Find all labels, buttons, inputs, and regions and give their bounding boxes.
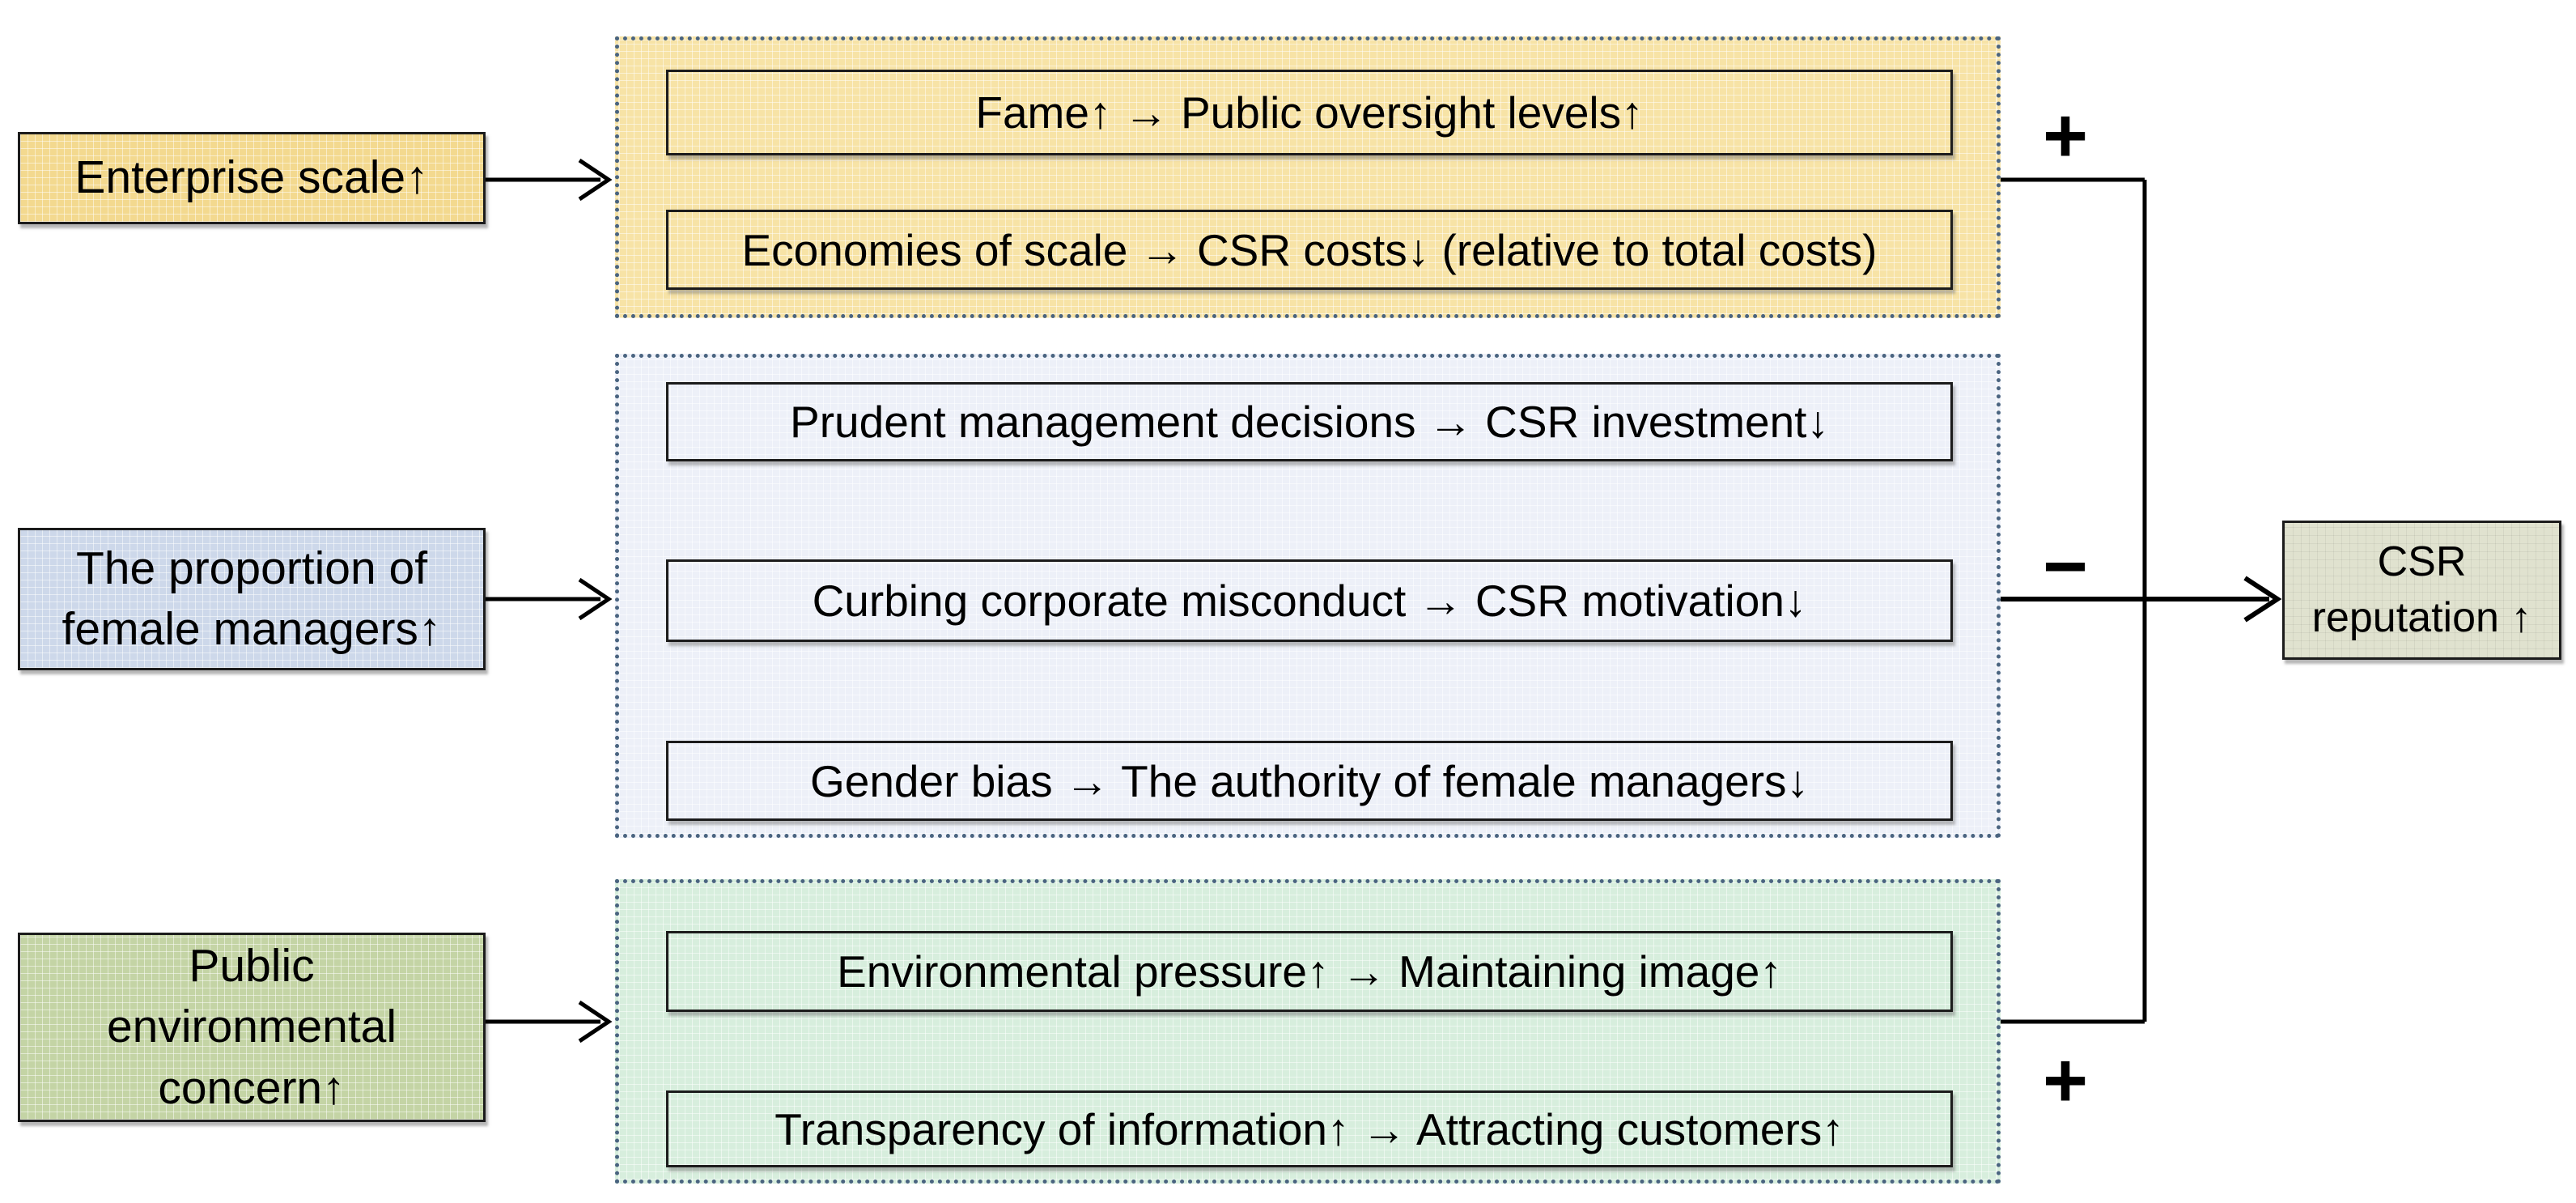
mechanism-fame-oversight: Fame↑ → Public oversight levels↑: [666, 70, 1953, 155]
enterprise-scale-label: Enterprise scale↑: [74, 151, 429, 204]
female-manager-mechanisms-group: Prudent management decisions → CSR inves…: [615, 354, 2001, 838]
plus-sign-enterprise: +: [2042, 92, 2089, 179]
public-environmental-concern-box: Public environmental concern↑: [18, 933, 486, 1122]
public-environmental-concern-label: Public environmental concern↑: [106, 940, 397, 1114]
arrowhead-icon: [578, 577, 613, 621]
mechanism-gender-bias: Gender bias → The authority of female ma…: [666, 741, 1953, 821]
enterprise-scale-box: Enterprise scale↑: [18, 132, 486, 224]
mechanism-fame-oversight-label: Fame↑ → Public oversight levels↑: [975, 87, 1644, 138]
mechanism-transparency-customers: Transparency of information↑ → Attractin…: [666, 1090, 1953, 1167]
arrowhead-icon: [2243, 576, 2282, 623]
mechanism-curbing-motivation: Curbing corporate misconduct → CSR motiv…: [666, 559, 1953, 642]
enterprise-mechanisms-group: Fame↑ → Public oversight levels↑ Economi…: [615, 36, 2001, 318]
arrowhead-icon: [578, 158, 613, 202]
mechanism-prudent-investment: Prudent management decisions → CSR inves…: [666, 382, 1953, 461]
mechanism-environmental-pressure: Environmental pressure↑ → Maintaining im…: [666, 931, 1953, 1012]
csr-reputation-box: CSR reputation ↑: [2282, 521, 2561, 660]
mechanism-transparency-customers-label: Transparency of information↑ → Attractin…: [774, 1103, 1844, 1154]
minus-sign-female: −: [2042, 523, 2089, 610]
mechanism-gender-bias-label: Gender bias → The authority of female ma…: [809, 755, 1810, 806]
mechanism-economies-costs: Economies of scale → CSR costs↓ (relativ…: [666, 210, 1953, 290]
csr-reputation-label: CSR reputation ↑: [2311, 538, 2532, 641]
female-managers-label: The proportion of female managers↑: [62, 542, 442, 655]
mechanism-economies-costs-label: Economies of scale → CSR costs↓ (relativ…: [741, 224, 1878, 275]
female-managers-box: The proportion of female managers↑: [18, 528, 486, 670]
environmental-mechanisms-group: Environmental pressure↑ → Maintaining im…: [615, 879, 2001, 1184]
mechanism-environmental-pressure-label: Environmental pressure↑ → Maintaining im…: [837, 946, 1782, 997]
plus-sign-environment: +: [2042, 1037, 2089, 1124]
mechanism-prudent-investment-label: Prudent management decisions → CSR inves…: [790, 397, 1829, 447]
arrowhead-icon: [578, 1000, 613, 1044]
mechanism-curbing-motivation-label: Curbing corporate misconduct → CSR motiv…: [812, 576, 1807, 626]
